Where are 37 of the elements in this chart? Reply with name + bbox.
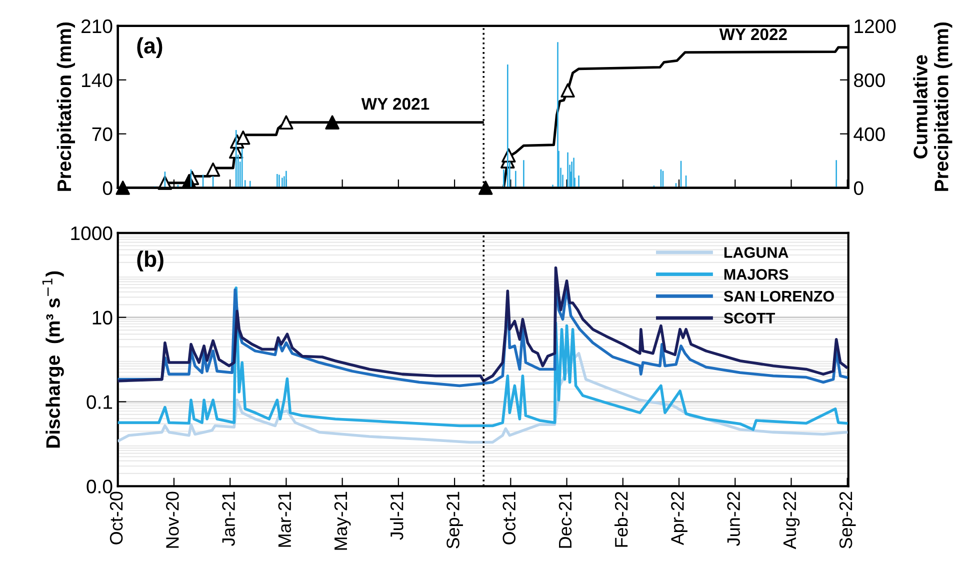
legend-label: SAN LORENZO [724,290,834,302]
x-tick-label: Jul-21 [390,492,404,540]
text: (b) [137,250,164,272]
x-tick-label: Dec-21 [558,492,572,548]
y2-tick-label: 0 [854,181,864,196]
y-tick-label: 0.0 [86,480,112,494]
annotation: WY 2022 [719,28,787,40]
chart-title: (a) [137,37,162,58]
legend-label: MAJORS [724,268,788,280]
y2-tick-label: 800 [854,73,885,88]
x-tick-label: Sep-21 [446,492,463,548]
x-tick-label: Aug-22 [783,492,800,550]
x-tick-label: Mar-21 [278,492,292,547]
y-tick-label: 70 [92,127,112,142]
y-tick-label: 10 [92,310,112,325]
y-tick-label: 0 [102,181,112,196]
y-tick-label: 1000 [71,226,112,240]
x-tick-label: May-21 [334,492,351,550]
x-tick-label: Sep-22 [839,492,856,548]
legend-label: SCOTT [724,312,776,324]
x-tick-label: Nov-20 [166,492,179,548]
y-tick-label: 140 [82,73,112,88]
x-tick-label: Feb-22 [614,492,628,547]
y-axis-title: Discharge (m³ s$^{−1}$) [42,271,64,448]
x-tick-label: Oct-20 [110,492,123,544]
y2-tick-label: 400 [854,127,885,142]
annotation: WY 2021 [361,98,430,110]
legend-label: LAGUNA [724,247,788,258]
y-axis-title: Precipitation (mm) [56,22,75,191]
y2-tick-label: 1200 [854,19,896,34]
x-tick-label: Jun-22 [727,492,740,546]
y2-axis-title: Cumulative Precipitation (mm) [913,22,952,191]
y-tick-label: 0.1 [86,395,112,409]
y-tick-label: 210 [82,19,112,34]
x-tick-label: Jan-21 [222,492,235,546]
x-tick-label: Oct-21 [502,492,516,544]
x-tick-label: Apr-22 [671,492,688,546]
